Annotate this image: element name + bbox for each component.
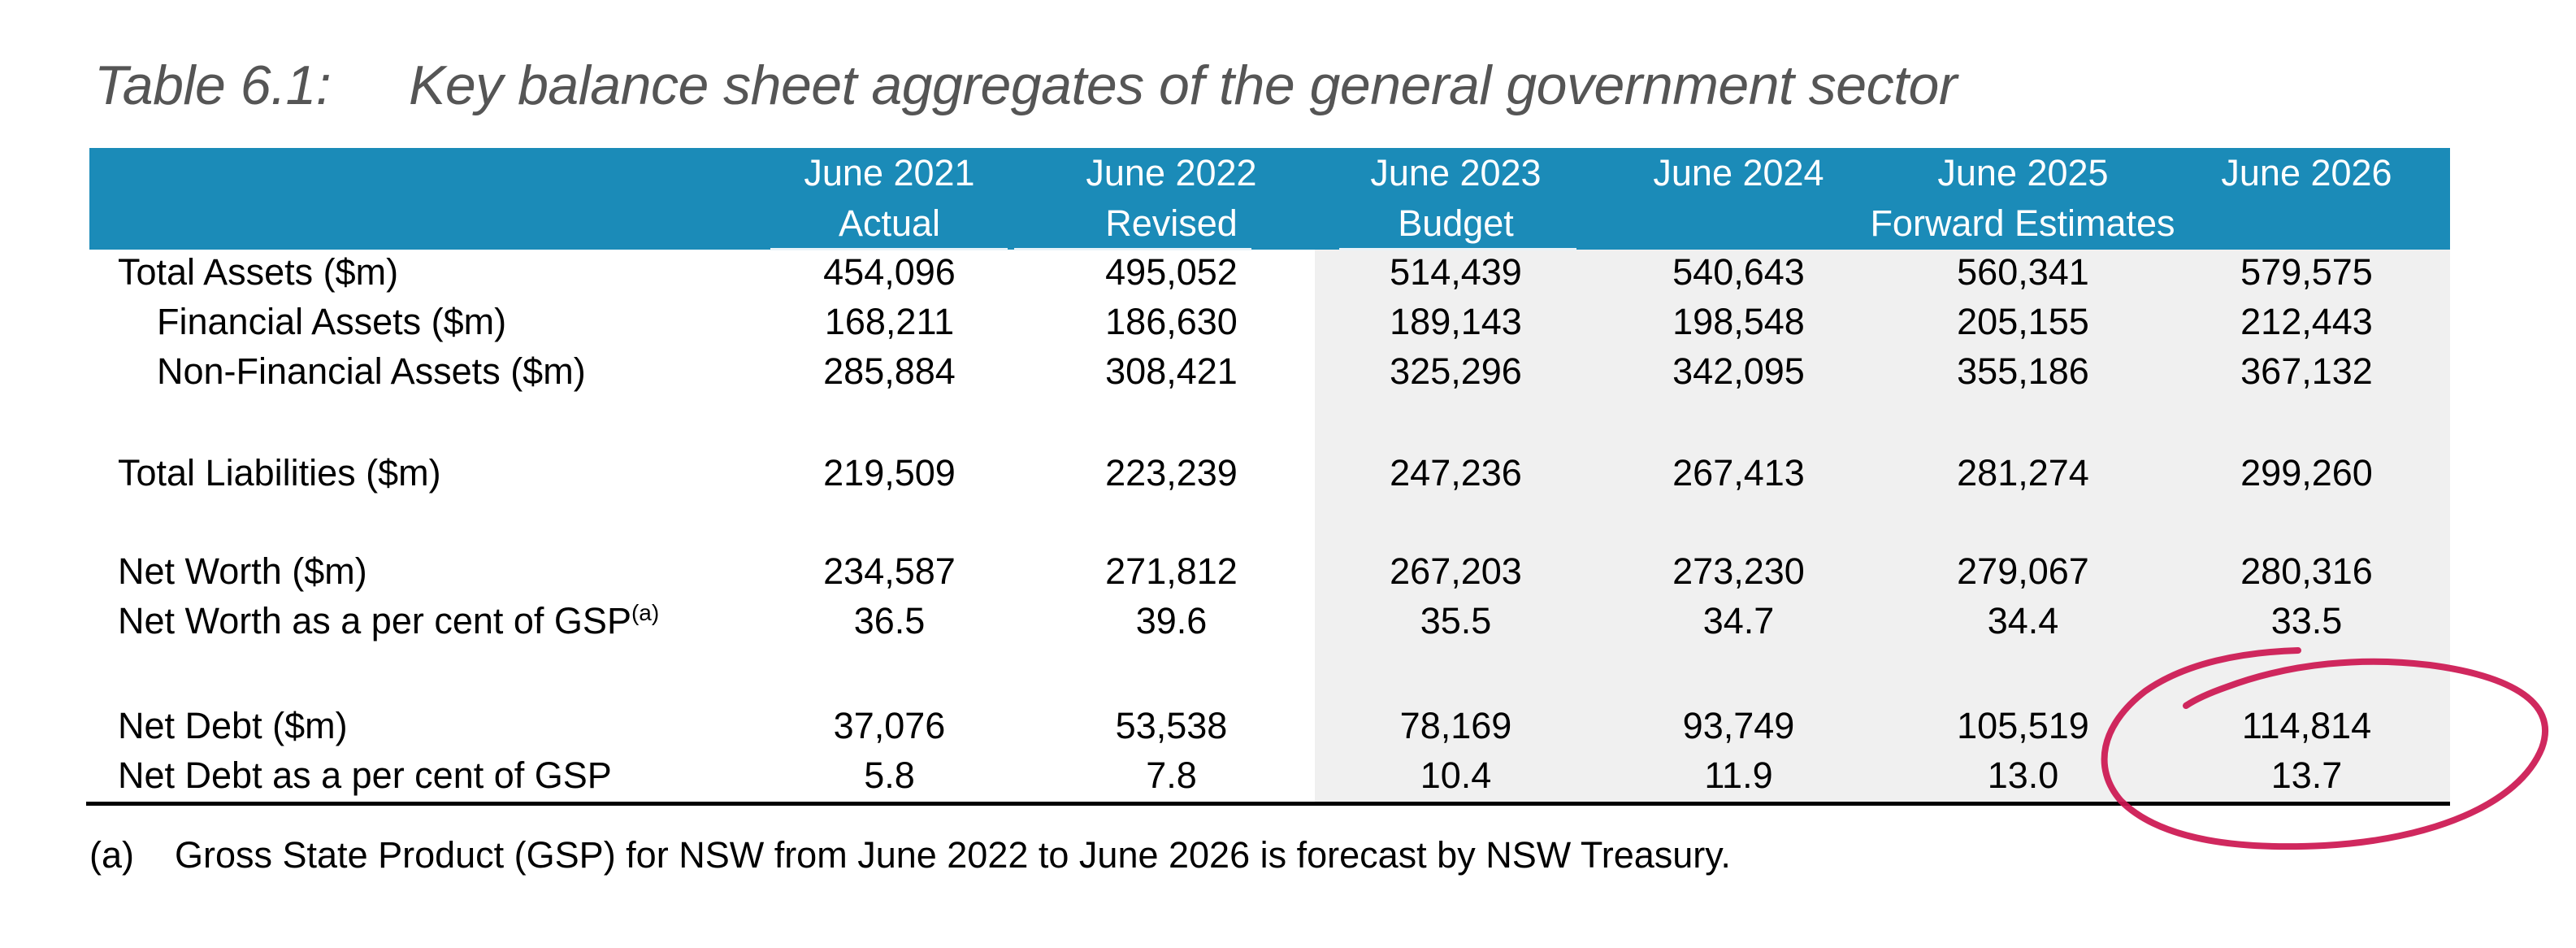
table-cell: 36.5 <box>853 600 926 641</box>
table-cell: 114,814 <box>2241 705 2372 746</box>
table-cell: 285,884 <box>823 350 956 392</box>
row-label: Financial Assets ($m) <box>157 301 506 343</box>
row-label-text: Net Worth ($m) <box>118 550 367 592</box>
column-period: June 2021 <box>804 152 975 194</box>
table-cell: 219,509 <box>823 452 956 494</box>
column-status: Actual <box>838 202 941 244</box>
table-cell: 168,211 <box>824 301 955 342</box>
column-period: June 2022 <box>1086 152 1257 194</box>
table-cell: 279,067 <box>1957 550 2089 592</box>
table-cell: 78,169 <box>1399 705 1512 746</box>
table-cell: 186,630 <box>1105 301 1238 342</box>
table-number: Table 6.1: <box>94 54 332 116</box>
column-header-june-2025: June 2025 <box>1881 148 2165 198</box>
forward-estimates-label: Forward Estimates <box>1870 202 2175 244</box>
table-cell: 93,749 <box>1682 705 1795 746</box>
table-cell: 342,095 <box>1672 350 1805 392</box>
table-cell: 34.7 <box>1702 600 1775 641</box>
table-title: Table 6.1: Key balance sheet aggregates o… <box>94 54 1957 117</box>
footnote-text: Gross State Product (GSP) for NSW from J… <box>175 834 1731 876</box>
footnote: (a) Gross State Product (GSP) for NSW fro… <box>89 834 1731 876</box>
row-label-text: Total Liabilities ($m) <box>118 452 441 494</box>
table-cell: 198,548 <box>1672 301 1805 342</box>
table-cell: 53,538 <box>1115 705 1228 746</box>
row-label-text: Financial Assets ($m) <box>157 301 507 342</box>
column-status: Budget <box>1398 202 1514 244</box>
table-cell: 495,052 <box>1105 251 1238 293</box>
table-cell: 308,421 <box>1105 350 1238 392</box>
table-bottom-rule <box>86 802 2450 806</box>
column-header-june-2021: June 2021 Actual <box>748 148 1031 249</box>
table-cell: 267,203 <box>1390 550 1522 592</box>
table-cell: 281,274 <box>1957 452 2089 494</box>
table-cell: 273,230 <box>1672 550 1805 592</box>
table-cell: 11.9 <box>1704 754 1773 796</box>
table-cell: 13.7 <box>2270 754 2343 796</box>
table-cell: 10.4 <box>1420 754 1492 796</box>
row-label: Net Worth ($m) <box>118 550 367 593</box>
column-status: Revised <box>1105 202 1238 244</box>
row-label: Total Assets ($m) <box>118 251 398 294</box>
table-cell: 299,260 <box>2240 452 2373 494</box>
table-cell: 271,812 <box>1105 550 1238 592</box>
table-cell: 37,076 <box>833 705 946 746</box>
table-cell: 367,132 <box>2240 350 2373 392</box>
column-period: June 2025 <box>1937 152 2109 194</box>
row-label-text: Total Assets ($m) <box>118 251 399 293</box>
column-header-june-2023: June 2023 Budget <box>1314 148 1598 249</box>
row-label: Total Liabilities ($m) <box>118 452 441 494</box>
table-cell: 34.4 <box>1987 600 2059 641</box>
row-label: Net Debt ($m) <box>118 705 348 747</box>
table-cell: 223,239 <box>1105 452 1238 494</box>
table-cell: 33.5 <box>2270 600 2343 641</box>
row-label-text: Net Debt as a per cent of GSP <box>118 754 612 796</box>
column-header-june-2022: June 2022 Revised <box>1030 148 1313 249</box>
table-cell: 35.5 <box>1420 600 1492 641</box>
footnote-reference: (a) <box>631 600 660 625</box>
table-cell: 5.8 <box>864 754 915 796</box>
header-underline <box>770 248 1008 250</box>
table-cell: 325,296 <box>1390 350 1522 392</box>
table-cell: 13.0 <box>1987 754 2059 796</box>
table-cell: 234,587 <box>823 550 956 592</box>
table-cell: 579,575 <box>2240 251 2373 293</box>
column-period: June 2026 <box>2221 152 2392 194</box>
table-cell: 212,443 <box>2240 301 2373 342</box>
row-label-text: Non-Financial Assets ($m) <box>157 350 586 392</box>
table-cell: 540,643 <box>1672 251 1805 293</box>
column-period: June 2024 <box>1653 152 1824 194</box>
column-header-june-2026: June 2026 <box>2165 148 2448 198</box>
table-cell: 105,519 <box>1957 705 2089 746</box>
table-cell: 7.8 <box>1146 754 1197 796</box>
row-label-text: Net Worth as a per cent of GSP <box>118 600 631 641</box>
table-cell: 514,439 <box>1390 251 1522 293</box>
table-cell: 355,186 <box>1957 350 2089 392</box>
header-underline <box>1014 248 1251 250</box>
table-cell: 560,341 <box>1957 251 2089 293</box>
row-label: Non-Financial Assets ($m) <box>157 350 586 393</box>
table-cell: 205,155 <box>1957 301 2089 342</box>
table-cell: 247,236 <box>1390 452 1522 494</box>
header-underline <box>1339 248 1576 250</box>
row-label-text: Net Debt ($m) <box>118 705 348 746</box>
table-header: June 2021 Actual June 2022 Revised June … <box>89 148 2450 250</box>
column-header-june-2024: June 2024 <box>1597 148 1880 198</box>
table-cell: 189,143 <box>1390 301 1522 342</box>
table-cell: 280,316 <box>2240 550 2373 592</box>
table-cell: 454,096 <box>823 251 956 293</box>
row-label: Net Worth as a per cent of GSP(a) <box>118 600 659 642</box>
footnote-marker: (a) <box>89 834 134 876</box>
column-period: June 2023 <box>1370 152 1542 194</box>
table-cell: 267,413 <box>1672 452 1805 494</box>
table-cell: 39.6 <box>1135 600 1208 641</box>
row-label: Net Debt as a per cent of GSP <box>118 754 612 797</box>
table-caption: Key balance sheet aggregates of the gene… <box>409 54 1957 116</box>
